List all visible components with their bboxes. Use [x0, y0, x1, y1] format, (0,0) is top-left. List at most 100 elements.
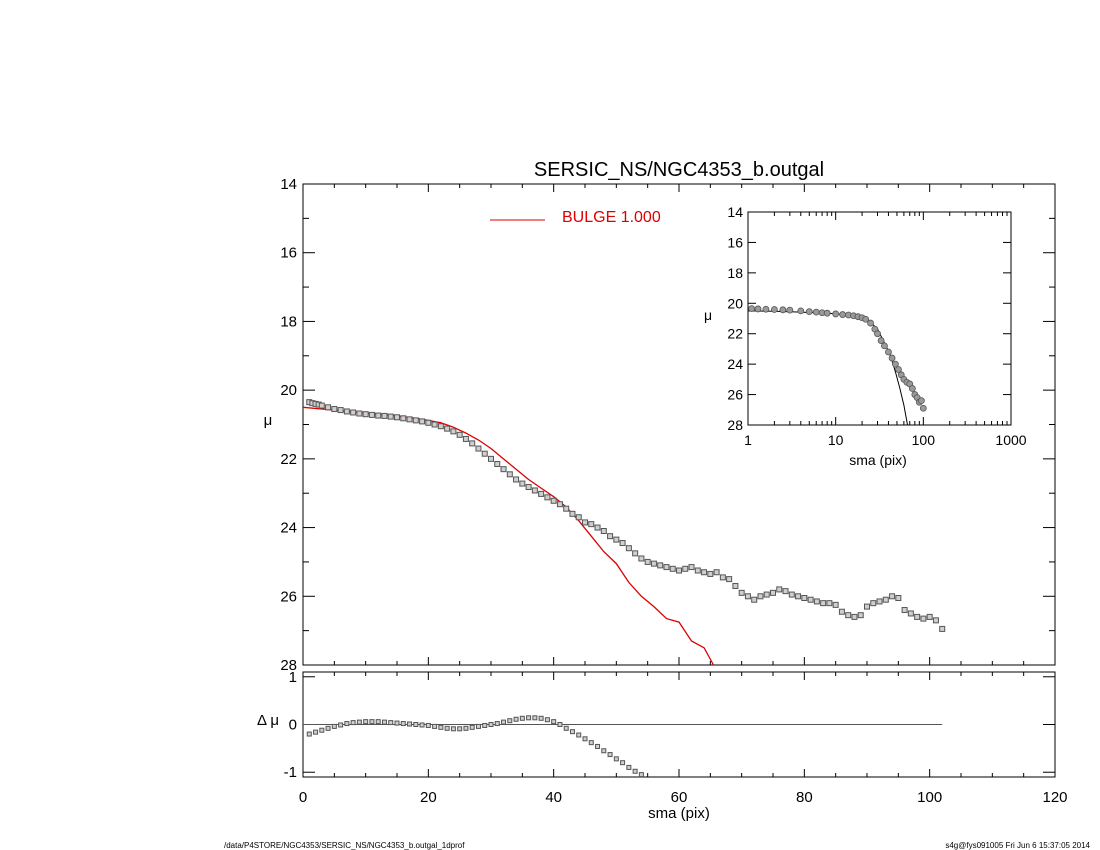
residual-point	[501, 719, 507, 725]
inset-data-point	[832, 310, 840, 318]
data-point	[795, 593, 802, 600]
residual-point	[363, 719, 369, 725]
residual-x-tick-label: 0	[299, 789, 307, 806]
data-point	[500, 466, 507, 473]
data-point	[444, 425, 451, 432]
inset-data-point	[762, 305, 770, 313]
data-point	[889, 593, 896, 600]
residual-point	[400, 721, 406, 727]
data-point	[488, 455, 494, 462]
data-point	[688, 564, 695, 571]
inset-x-tick-label: 1000	[995, 432, 1026, 448]
data-point	[713, 569, 720, 576]
inset-points-series	[748, 305, 927, 412]
data-point	[751, 596, 758, 603]
data-point	[932, 617, 939, 624]
inset-axis-ticks: 1 10 100 1000 14 16 18 20 22 24 26 28	[727, 204, 1026, 448]
residual-point	[450, 726, 456, 732]
data-point	[763, 591, 770, 598]
data-point	[600, 528, 607, 535]
data-point	[826, 600, 833, 607]
data-point	[914, 613, 921, 620]
main-axis-ticks: 14 16 18 20 22 24 26 28	[280, 176, 1056, 674]
inset-data-point	[917, 397, 925, 405]
residual-point	[557, 722, 563, 727]
data-point	[732, 582, 739, 589]
residual-x-tick-label: 20	[420, 789, 437, 806]
data-point	[613, 536, 620, 543]
residual-point	[482, 722, 488, 728]
residual-point	[576, 732, 582, 738]
data-point	[325, 404, 332, 411]
data-point	[406, 416, 413, 423]
data-point	[412, 417, 419, 424]
residual-point	[544, 717, 550, 723]
data-point	[901, 607, 908, 614]
inset-x-tick-label: 10	[828, 432, 844, 448]
main-y-tick-label: 22	[280, 451, 297, 468]
residual-point	[526, 715, 532, 721]
data-point	[776, 586, 783, 593]
legend-label: BULGE 1.000	[562, 209, 661, 226]
inset-data-point	[874, 330, 881, 338]
data-point	[882, 596, 889, 603]
residual-point	[613, 756, 619, 762]
residual-x-tick-label: 60	[671, 789, 688, 806]
data-point	[663, 564, 670, 571]
data-point	[381, 412, 388, 419]
inset-data-point	[748, 305, 756, 313]
residual-x-tick-label: 40	[545, 789, 562, 806]
inset-y-tick-label: 24	[727, 356, 743, 372]
inset-y-tick-label: 28	[727, 417, 743, 433]
residual-point	[532, 715, 538, 721]
main-y-tick-label: 24	[280, 520, 297, 537]
residual-point	[488, 722, 494, 727]
data-point	[788, 591, 795, 598]
data-point	[782, 588, 789, 595]
inset-x-tick-label: 1	[744, 432, 752, 448]
data-point	[644, 558, 651, 565]
data-point	[387, 413, 394, 420]
data-point	[832, 601, 839, 608]
inset-data-point	[888, 354, 896, 362]
residual-point	[494, 721, 500, 727]
data-point	[550, 497, 557, 504]
data-point	[469, 440, 476, 447]
data-point	[450, 428, 457, 435]
main-y-axis-label: μ	[264, 412, 273, 429]
main-y-tick-label: 20	[280, 382, 297, 399]
residual-point	[551, 719, 557, 725]
data-point	[707, 570, 714, 577]
data-point	[807, 596, 814, 603]
inset-data-point	[885, 348, 892, 356]
residual-point	[620, 760, 626, 766]
inset-data-point	[908, 385, 916, 392]
residual-point	[344, 721, 350, 727]
inset-data-point	[805, 308, 813, 316]
data-point	[556, 501, 563, 508]
data-point	[513, 476, 520, 483]
main-y-tick-label: 26	[280, 588, 297, 605]
data-point	[481, 450, 488, 457]
data-point	[337, 407, 344, 414]
data-point	[676, 567, 682, 574]
residual-y-axis-label: Δ μ	[257, 712, 279, 729]
data-point	[544, 494, 551, 501]
residual-point	[601, 748, 607, 754]
bulge-model-line	[302, 406, 715, 666]
data-point	[375, 412, 382, 419]
residual-point	[588, 740, 594, 746]
data-point	[368, 411, 375, 418]
residual-point	[538, 715, 544, 721]
residual-point	[444, 725, 450, 731]
inset-data-point	[754, 305, 762, 313]
data-point	[594, 524, 601, 531]
residual-point	[356, 719, 362, 725]
inset-data-point	[891, 360, 899, 368]
main-y-tick-label: 16	[280, 245, 297, 262]
inset-y-tick-label: 14	[727, 204, 743, 220]
data-point	[619, 540, 626, 547]
data-point	[331, 406, 338, 413]
